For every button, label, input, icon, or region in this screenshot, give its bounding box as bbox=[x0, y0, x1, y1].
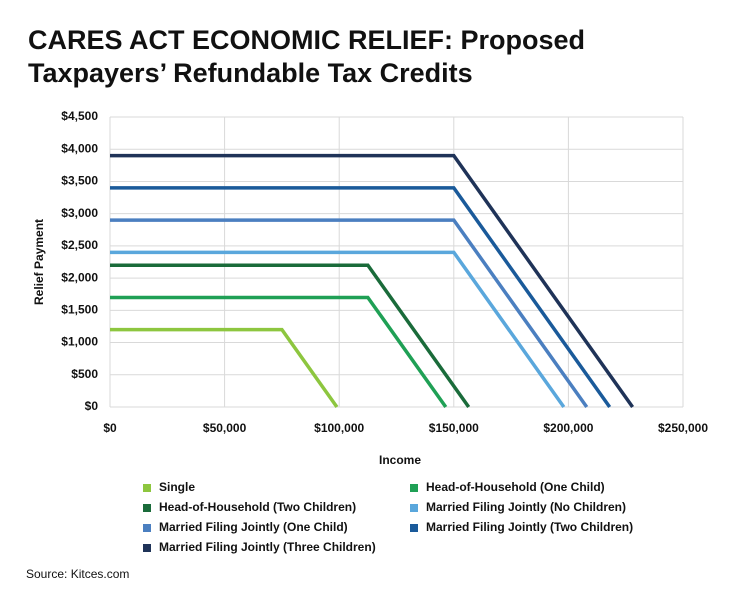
legend-label: Married Filing Jointly (No Children) bbox=[426, 500, 626, 514]
legend-swatch bbox=[410, 484, 418, 492]
legend-label: Married Filing Jointly (Two Children) bbox=[426, 520, 633, 534]
chart-title: CARES ACT ECONOMIC RELIEF: Proposed Taxp… bbox=[28, 24, 585, 90]
legend-swatch bbox=[410, 504, 418, 512]
source: Source: Kitces.com bbox=[26, 567, 130, 581]
title-line: Taxpayers’ Refundable Tax Credits bbox=[28, 58, 473, 88]
series-line bbox=[110, 186, 612, 409]
x-tick-label: $150,000 bbox=[429, 421, 479, 435]
y-tick-label: $2,500 bbox=[61, 238, 98, 252]
y-tick-label: $3,000 bbox=[61, 206, 98, 220]
legend-label: Head-of-Household (One Child) bbox=[426, 480, 605, 494]
y-tick-label: $2,000 bbox=[61, 270, 98, 284]
y-tick-label: $0 bbox=[85, 399, 99, 413]
series-line bbox=[110, 295, 448, 409]
x-tick-label: $50,000 bbox=[203, 421, 247, 435]
series-line bbox=[110, 263, 471, 409]
legend-label: Single bbox=[159, 480, 195, 494]
legend-label: Head-of-Household (Two Children) bbox=[159, 500, 356, 514]
legend-swatch bbox=[143, 524, 151, 532]
x-tick-label: $0 bbox=[103, 421, 117, 435]
y-tick-label: $1,500 bbox=[61, 303, 98, 317]
legend-swatch bbox=[410, 524, 418, 532]
y-axis-label: Relief Payment bbox=[32, 219, 46, 305]
series-line bbox=[110, 218, 589, 409]
y-tick-label: $1,000 bbox=[61, 335, 98, 349]
x-tick-label: $250,000 bbox=[658, 421, 708, 435]
legend-label: Married Filing Jointly (Three Children) bbox=[159, 540, 376, 554]
legend-swatch bbox=[143, 504, 151, 512]
x-axis-label: Income bbox=[379, 453, 421, 467]
y-tick-label: $4,000 bbox=[61, 141, 98, 155]
y-tick-label: $500 bbox=[71, 367, 98, 381]
x-tick-label: $100,000 bbox=[314, 421, 364, 435]
y-tick-label: $3,500 bbox=[61, 174, 98, 188]
legend-swatch bbox=[143, 544, 151, 552]
legend-label: Married Filing Jointly (One Child) bbox=[159, 520, 348, 534]
series-line bbox=[110, 327, 339, 409]
legend-swatch bbox=[143, 484, 151, 492]
series-line bbox=[110, 153, 635, 409]
y-tick-label: $4,500 bbox=[61, 109, 98, 123]
x-tick-label: $200,000 bbox=[543, 421, 593, 435]
title-line: CARES ACT ECONOMIC RELIEF: Proposed bbox=[28, 25, 586, 55]
series-line bbox=[110, 250, 566, 409]
